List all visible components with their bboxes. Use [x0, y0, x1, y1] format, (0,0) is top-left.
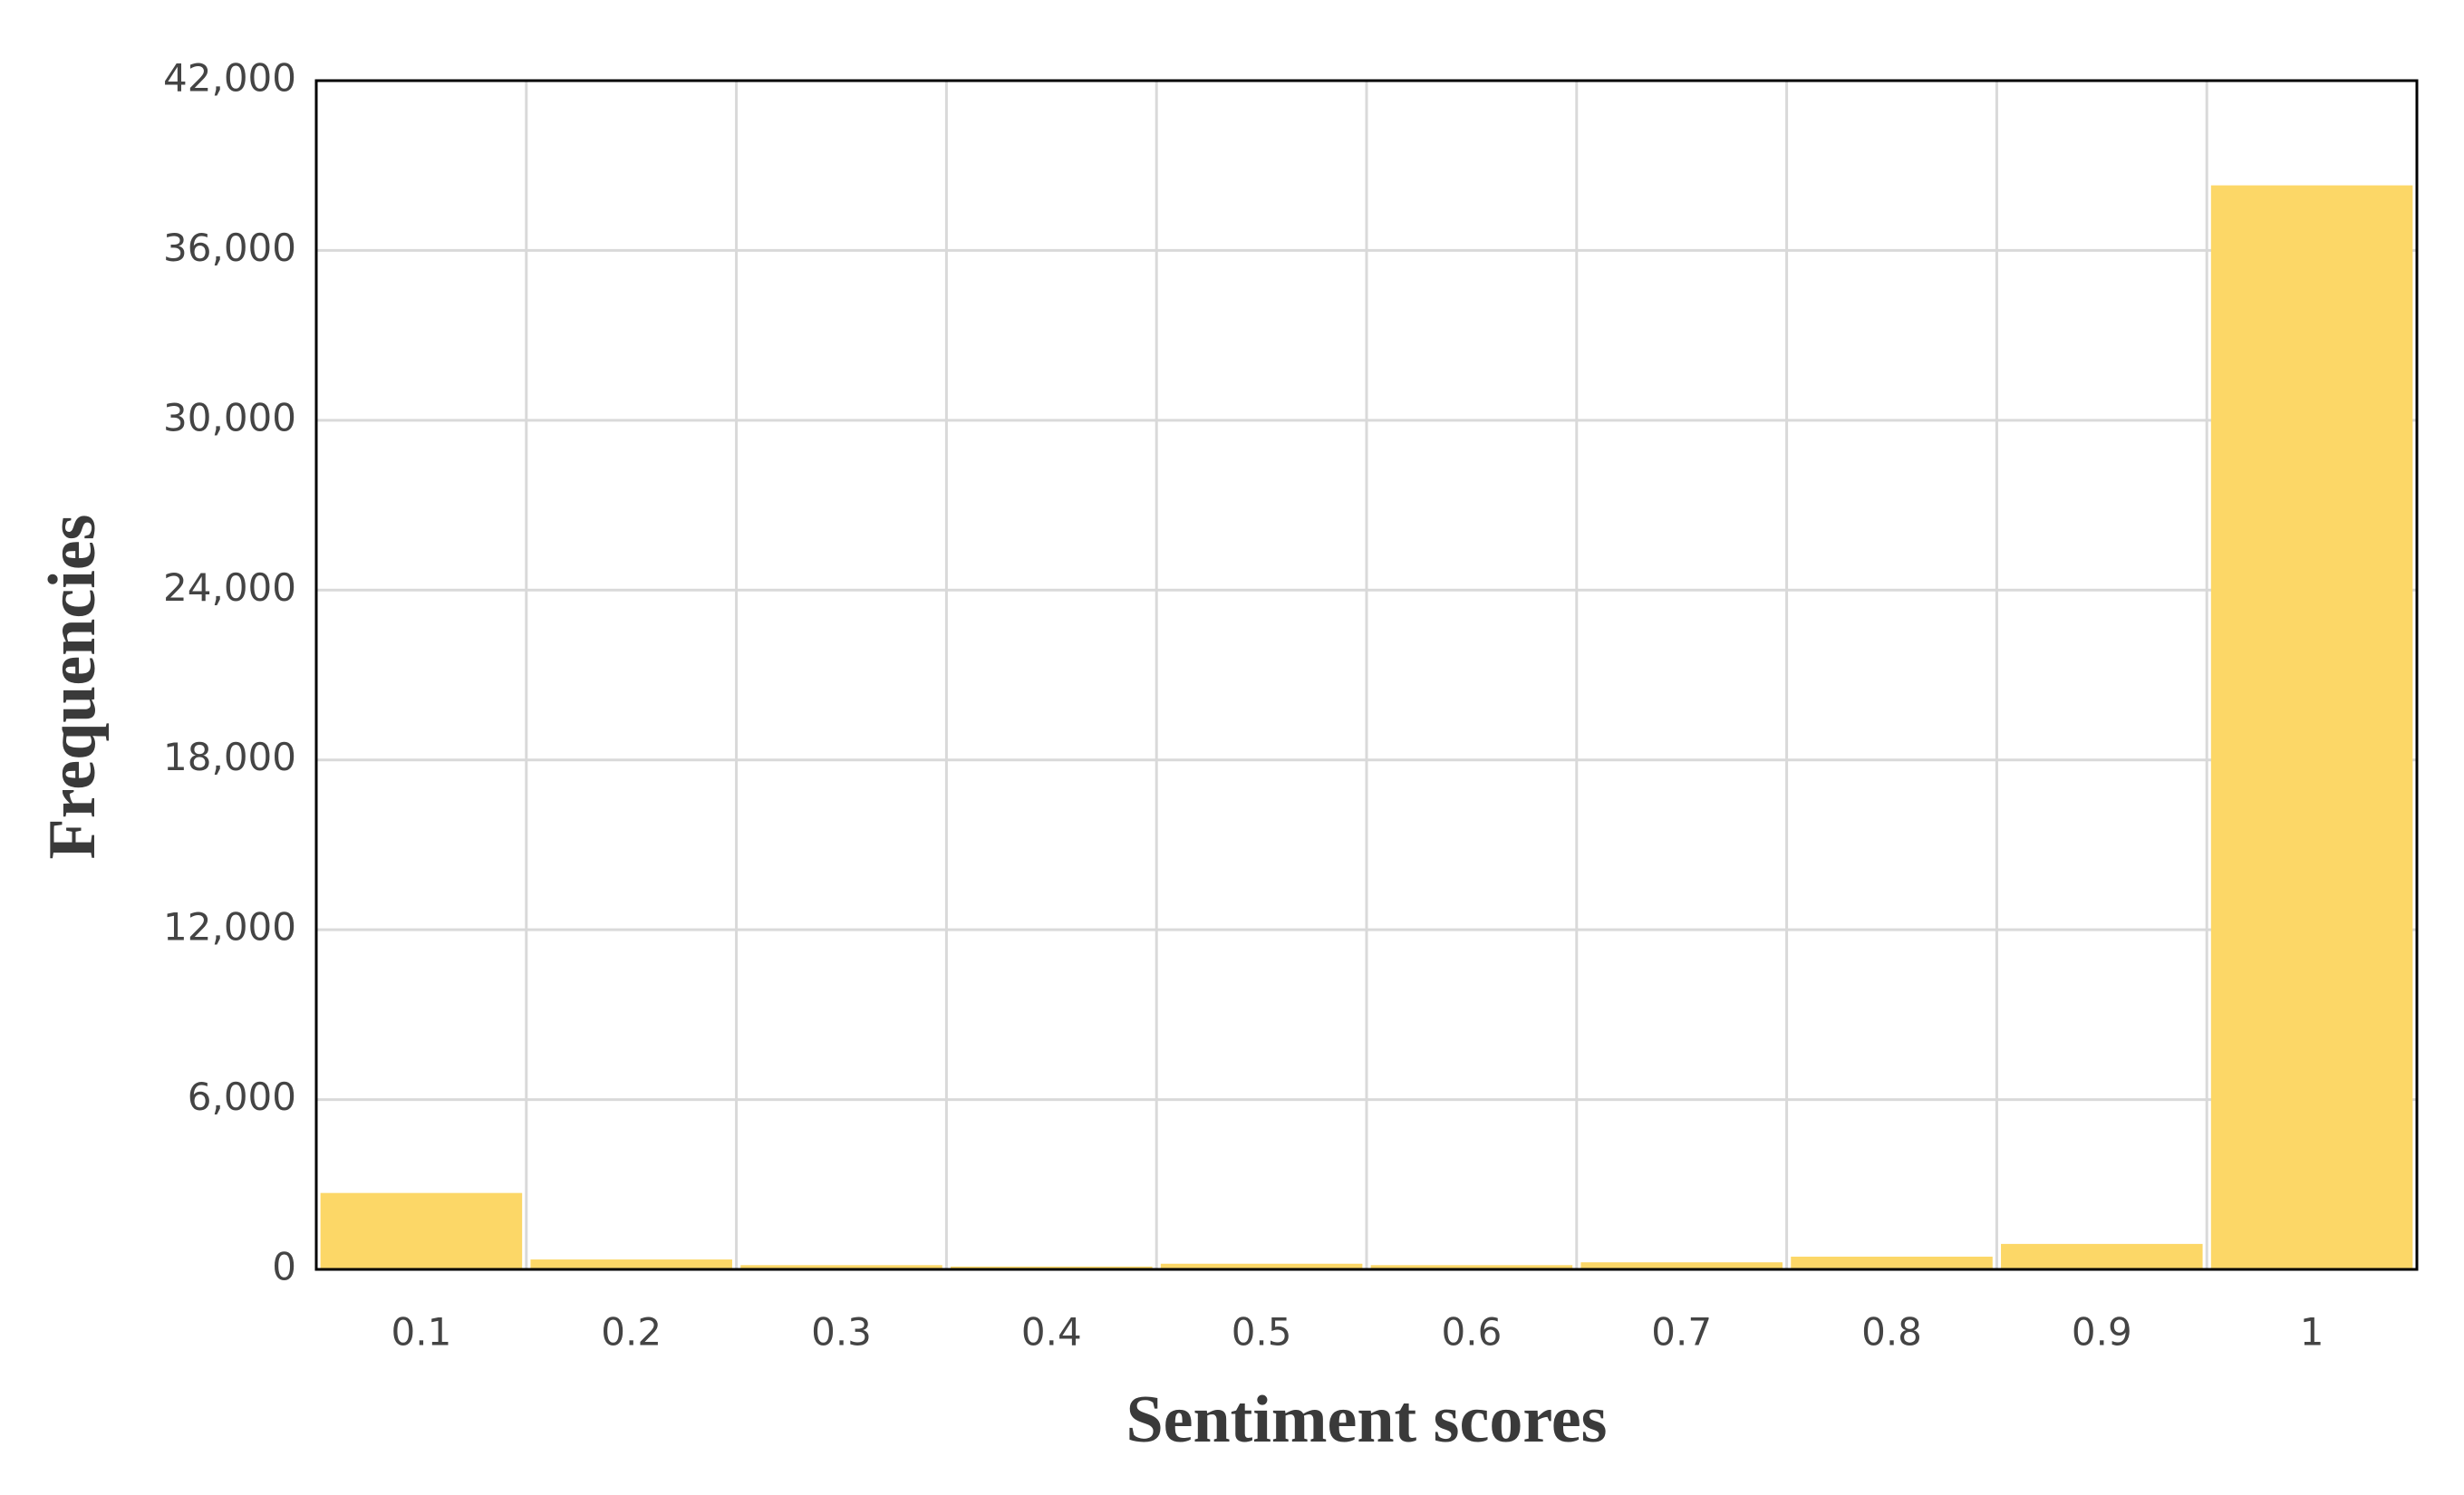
- bar: [530, 1259, 732, 1269]
- y-tick-label: 6,000: [188, 1075, 296, 1119]
- bar: [320, 1192, 523, 1269]
- x-tick-label: 0.4: [1021, 1310, 1082, 1355]
- x-tick-label: 0.3: [811, 1310, 872, 1355]
- x-tick-label: 0.9: [2072, 1310, 2132, 1355]
- y-tick-label: 0: [272, 1245, 296, 1289]
- y-tick-label: 30,000: [163, 395, 296, 439]
- bar: [951, 1266, 1153, 1269]
- y-tick-label: 18,000: [163, 735, 296, 779]
- x-tick-label: 0.8: [1861, 1310, 1922, 1355]
- y-tick-label: 42,000: [163, 56, 296, 101]
- x-axis-title: Sentiment scores: [1126, 1383, 1608, 1457]
- bar: [1160, 1263, 1363, 1269]
- x-tick-label: 1: [2300, 1310, 2324, 1355]
- bar: [740, 1265, 942, 1269]
- x-tick-label: 0.1: [391, 1310, 452, 1355]
- y-axis-title: Frequencies: [35, 515, 110, 860]
- x-tick-label: 0.7: [1651, 1310, 1712, 1355]
- y-tick-label: 24,000: [163, 565, 296, 610]
- bar: [2210, 185, 2413, 1270]
- bar: [1580, 1262, 1783, 1269]
- x-tick-label: 0.5: [1232, 1310, 1292, 1355]
- bar: [2001, 1243, 2203, 1269]
- x-tick-label: 0.6: [1442, 1310, 1503, 1355]
- y-tick-label: 36,000: [163, 226, 296, 270]
- bar: [1370, 1265, 1573, 1269]
- y-tick-label: 12,000: [163, 905, 296, 950]
- plot-border: [314, 79, 2419, 1271]
- bar: [1791, 1256, 1993, 1269]
- x-tick-label: 0.2: [601, 1310, 662, 1355]
